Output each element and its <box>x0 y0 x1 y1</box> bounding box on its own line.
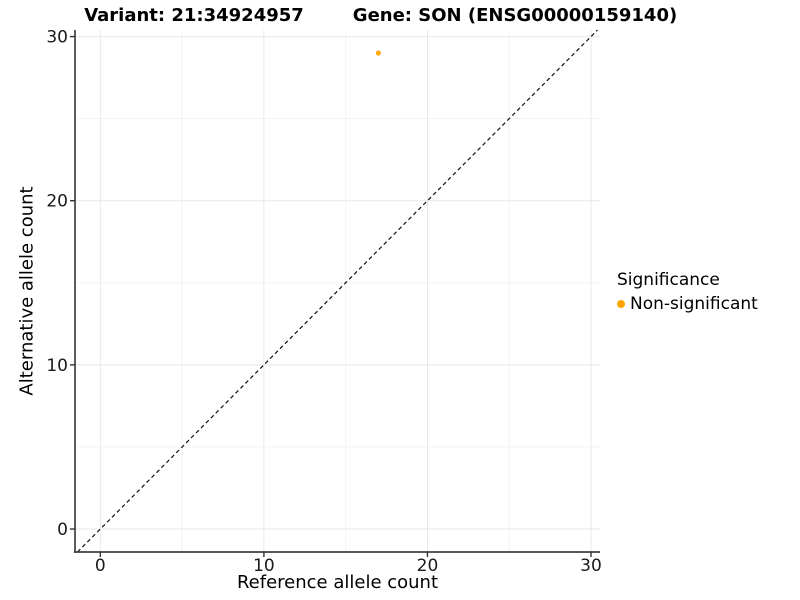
legend-label: Non-significant <box>630 294 758 314</box>
y-tick-label: 0 <box>57 520 68 540</box>
x-axis-title: Reference allele count <box>236 572 439 593</box>
y-tick-label: 20 <box>46 192 68 212</box>
y-tick-label: 30 <box>46 28 68 48</box>
x-tick-label: 30 <box>580 556 602 576</box>
y-axis-title: Alternative allele count <box>16 186 38 396</box>
legend-marker-circle <box>617 300 625 308</box>
x-tick-label: 10 <box>253 556 275 576</box>
plot-title-gene: Gene: SON (ENSG00000159140) <box>352 5 678 26</box>
legend-title: Significance <box>617 270 720 290</box>
legend-item: Non-significant <box>617 294 758 314</box>
x-tick-label: 20 <box>417 556 439 576</box>
data-point <box>375 50 381 56</box>
x-tick-label: 0 <box>95 556 106 576</box>
legend: Significance Non-significant <box>617 270 758 314</box>
legend-items: Non-significant <box>617 294 758 314</box>
identity-dashed-line <box>77 29 598 553</box>
plot-title-variant: Variant: 21:34924957 <box>84 5 304 26</box>
y-tick-label: 10 <box>46 356 68 376</box>
